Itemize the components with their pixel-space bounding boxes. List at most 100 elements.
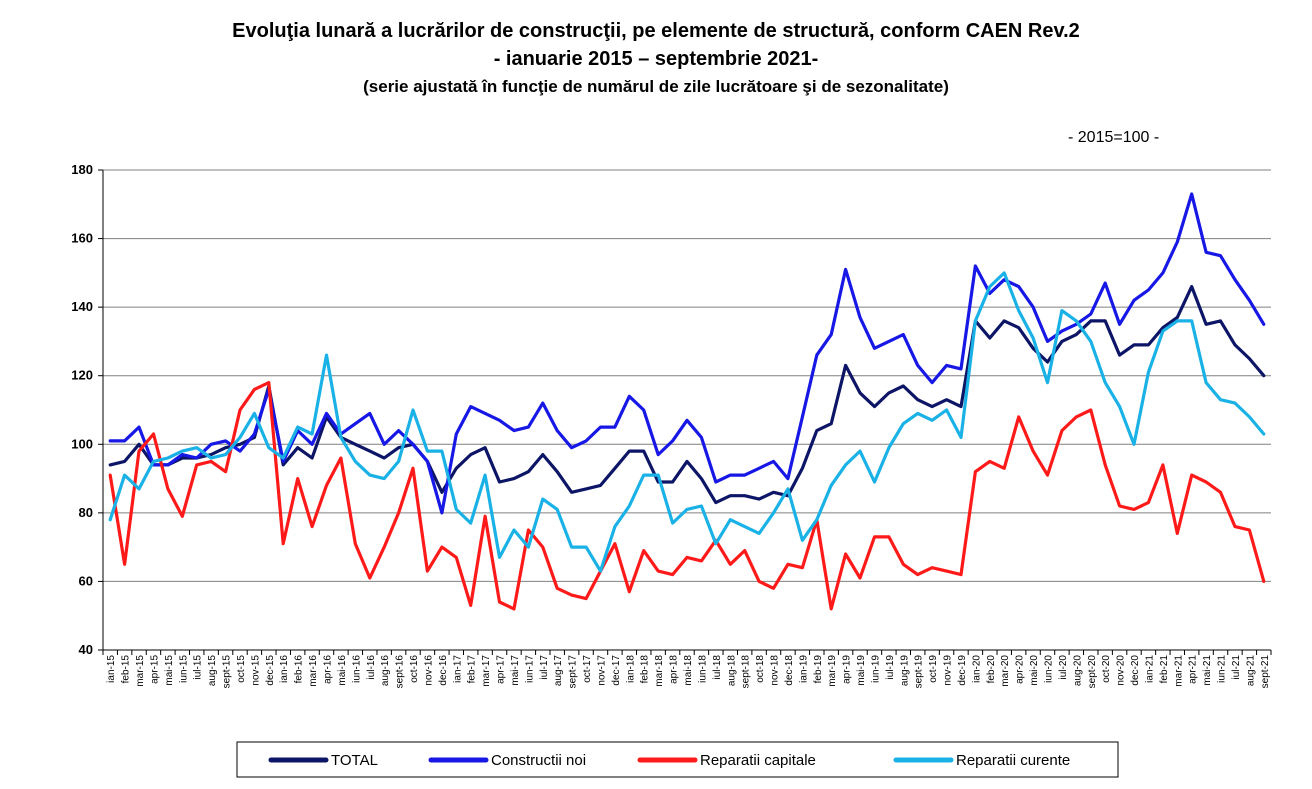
legend-label-reparatii-capitale: Reparatii capitale [700, 752, 816, 769]
x-tick-label-nov-16: nov-16 [423, 655, 434, 686]
x-tick-label-sept-16: sept-16 [395, 655, 406, 689]
x-tick-label-mai-16: mai-16 [337, 655, 348, 686]
x-tick-label-sept-20: sept-20 [1087, 655, 1098, 689]
x-tick-label-mai-21: mai-21 [1202, 655, 1213, 686]
x-tick-label-apr-19: apr-19 [842, 655, 853, 684]
grid-lines [103, 169, 1271, 651]
series-line-constructii-noi [108, 192, 1266, 515]
y-tick-label-140: 140 [71, 299, 93, 314]
x-tick-label-dec-20: dec-20 [1130, 655, 1141, 686]
x-tick-label-iun-16: iun-16 [351, 655, 362, 683]
x-tick-label-aug-15: aug-15 [207, 655, 218, 687]
x-tick-label-nov-18: nov-18 [770, 655, 781, 686]
x-tick-label-ian-19: ian-19 [798, 655, 809, 683]
x-tick-label-feb-17: feb-17 [467, 655, 478, 684]
x-tick-label-aug-18: aug-18 [726, 655, 737, 687]
x-tick-label-dec-17: dec-17 [611, 655, 622, 686]
x-tick-label-ian-16: ian-16 [279, 655, 290, 683]
x-tick-label-mai-17: mai-17 [510, 655, 521, 686]
y-tick-label-180: 180 [71, 162, 93, 177]
x-tick-label-sept-21: sept-21 [1260, 655, 1271, 689]
x-tick-label-oct-20: oct-20 [1101, 655, 1112, 683]
y-tick-label-40: 40 [79, 642, 93, 657]
x-tick-label-iul-18: iul-18 [712, 655, 723, 680]
x-tick-label-dec-18: dec-18 [784, 655, 795, 686]
x-tick-label-aug-16: aug-16 [380, 655, 391, 687]
y-tick-label-60: 60 [79, 573, 93, 588]
chart-note: (serie ajustată în funcţie de numărul de… [363, 77, 949, 96]
x-tick-label-feb-21: feb-21 [1159, 655, 1170, 684]
x-tick-label-iun-15: iun-15 [178, 655, 189, 683]
y-tick-label-100: 100 [71, 436, 93, 451]
legend-label-reparatii-curente: Reparatii curente [956, 752, 1070, 769]
x-tick-label-feb-20: feb-20 [986, 655, 997, 684]
x-tick-label-ian-15: ian-15 [106, 655, 117, 683]
x-tick-label-iun-19: iun-19 [870, 655, 881, 683]
legend: TOTAL Constructii noi Reparatii capitale Re… [236, 741, 1119, 778]
x-tick-label-iun-18: iun-18 [697, 655, 708, 683]
x-tick-label-oct-18: oct-18 [755, 655, 766, 683]
y-tick-label-120: 120 [71, 368, 93, 383]
x-tick-label-nov-19: nov-19 [943, 655, 954, 686]
x-tick-label-nov-20: nov-20 [1116, 655, 1127, 686]
x-tick-label-aug-17: aug-17 [553, 655, 564, 687]
y-tick-label-80: 80 [79, 505, 93, 520]
x-tick-label-apr-18: apr-18 [669, 655, 680, 684]
legend-label-constructii-noi: Constructii noi [491, 752, 586, 769]
x-tick-label-apr-21: apr-21 [1188, 655, 1199, 684]
x-tick-label-aug-21: aug-21 [1245, 655, 1256, 687]
x-tick-label-oct-16: oct-16 [409, 655, 420, 683]
x-tick-label-feb-16: feb-16 [294, 655, 305, 684]
x-tick-label-apr-15: apr-15 [149, 655, 160, 684]
x-tick-label-sept-18: sept-18 [741, 655, 752, 689]
x-tick-label-mar-19: mar-19 [827, 655, 838, 687]
x-tick-label-dec-16: dec-16 [438, 655, 449, 686]
x-tick-label-nov-15: nov-15 [250, 655, 261, 686]
x-tick-label-iun-20: iun-20 [1043, 655, 1054, 683]
x-tick-label-iun-21: iun-21 [1217, 655, 1228, 683]
x-tick-label-iul-21: iul-21 [1231, 655, 1242, 680]
x-tick-label-iul-16: iul-16 [366, 655, 377, 680]
series-line-total [108, 285, 1266, 505]
x-tick-label-iul-15: iul-15 [193, 655, 204, 680]
y-tick-label-160: 160 [71, 231, 93, 246]
x-tick-label-mai-18: mai-18 [683, 655, 694, 686]
x-tick-label-feb-18: feb-18 [640, 655, 651, 684]
y-axis: 40 60 80 100 120 140 160 180 [71, 162, 104, 657]
x-tick-label-feb-15: feb-15 [121, 655, 132, 684]
x-tick-label-ian-21: ian-21 [1144, 655, 1155, 683]
x-axis: ian-15 feb-15 mar-15 apr-15 mai-15 iun-15 iul-… [102, 650, 1272, 689]
series-line-reparatii-capitale [108, 381, 1266, 611]
x-tick-label-sept-15: sept-15 [222, 655, 233, 689]
x-tick-label-iul-17: iul-17 [539, 655, 550, 680]
x-tick-label-iun-17: iun-17 [524, 655, 535, 683]
legend-label-total: TOTAL [331, 752, 378, 769]
x-tick-label-sept-19: sept-19 [914, 655, 925, 689]
chart-title: Evoluţia lunară a lucrărilor de construc… [232, 20, 1080, 42]
x-tick-label-mar-15: mar-15 [135, 655, 146, 687]
x-tick-label-mar-21: mar-21 [1173, 655, 1184, 687]
x-tick-label-mai-15: mai-15 [164, 655, 175, 686]
x-tick-label-mar-16: mar-16 [308, 655, 319, 687]
x-tick-label-sept-17: sept-17 [568, 655, 579, 689]
x-tick-label-aug-20: aug-20 [1072, 655, 1083, 687]
x-tick-label-dec-19: dec-19 [957, 655, 968, 686]
x-tick-label-dec-15: dec-15 [265, 655, 276, 686]
series-line-reparatii-curente [108, 271, 1266, 573]
x-tick-label-mar-20: mar-20 [1000, 655, 1011, 687]
x-tick-label-oct-19: oct-19 [928, 655, 939, 683]
x-tick-label-apr-20: apr-20 [1015, 655, 1026, 684]
x-tick-label-oct-15: oct-15 [236, 655, 247, 683]
x-tick-label-mai-19: mai-19 [856, 655, 867, 686]
x-tick-label-iul-20: iul-20 [1058, 655, 1069, 680]
x-tick-label-mai-20: mai-20 [1029, 655, 1040, 686]
chart-subtitle: - ianuarie 2015 – septembrie 2021- [493, 48, 819, 70]
x-tick-label-apr-16: apr-16 [323, 655, 334, 684]
unit-label: - 2015=100 - [1068, 129, 1160, 146]
x-tick-label-ian-20: ian-20 [971, 655, 982, 683]
x-tick-label-mar-17: mar-17 [481, 655, 492, 687]
series-lines [108, 192, 1266, 611]
x-tick-label-mar-18: mar-18 [654, 655, 665, 687]
x-tick-label-iul-19: iul-19 [885, 655, 896, 680]
